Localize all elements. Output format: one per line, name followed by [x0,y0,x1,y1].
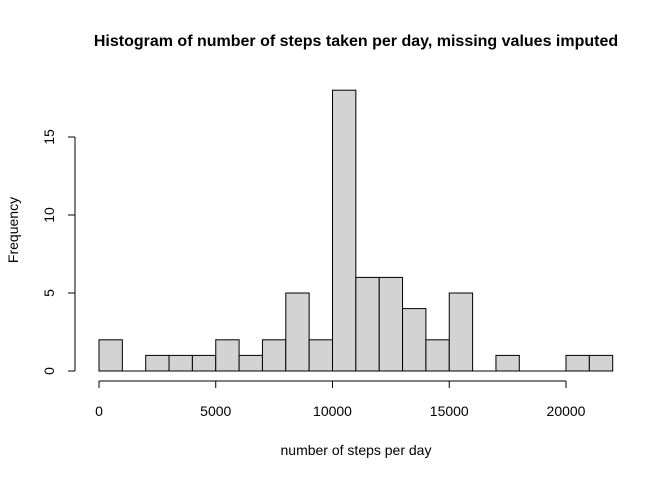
x-tick-label: 5000 [200,403,231,419]
histogram-bar [425,339,450,372]
histogram-bar [332,89,357,372]
y-tick-label: 15 [41,129,57,145]
histogram-bar [378,276,404,372]
chart-title: Histogram of number of steps taken per d… [94,33,618,50]
x-tick-label: 0 [95,403,103,419]
x-tick-label: 10000 [313,403,352,419]
y-tick-label: 5 [41,289,57,297]
histogram-bar [308,339,333,372]
histogram-bar [145,354,170,372]
x-axis-label: number of steps per day [281,442,432,458]
histogram-bar [98,339,123,372]
histogram-bar [448,292,474,372]
histogram-bar [191,354,217,372]
histogram-bar [261,339,287,372]
histogram-bar [588,354,614,372]
y-axis: 0 5 10 15 [41,129,76,375]
y-axis-label: Frequency [5,197,21,263]
histogram-bar [168,354,193,372]
histogram-bar [565,354,590,372]
x-axis: 0 5000 10000 15000 20000 [95,380,586,419]
histogram-bar [495,354,520,372]
histogram-bars [98,89,614,372]
x-tick-label: 15000 [430,403,469,419]
histogram-bar [238,354,263,372]
histogram-bar [402,308,427,372]
histogram-bar [215,339,240,372]
histogram-bar [355,276,380,372]
y-tick-label: 10 [41,207,57,223]
x-tick-label: 20000 [547,403,586,419]
y-tick-label: 0 [41,367,57,375]
histogram-bar [285,292,310,372]
